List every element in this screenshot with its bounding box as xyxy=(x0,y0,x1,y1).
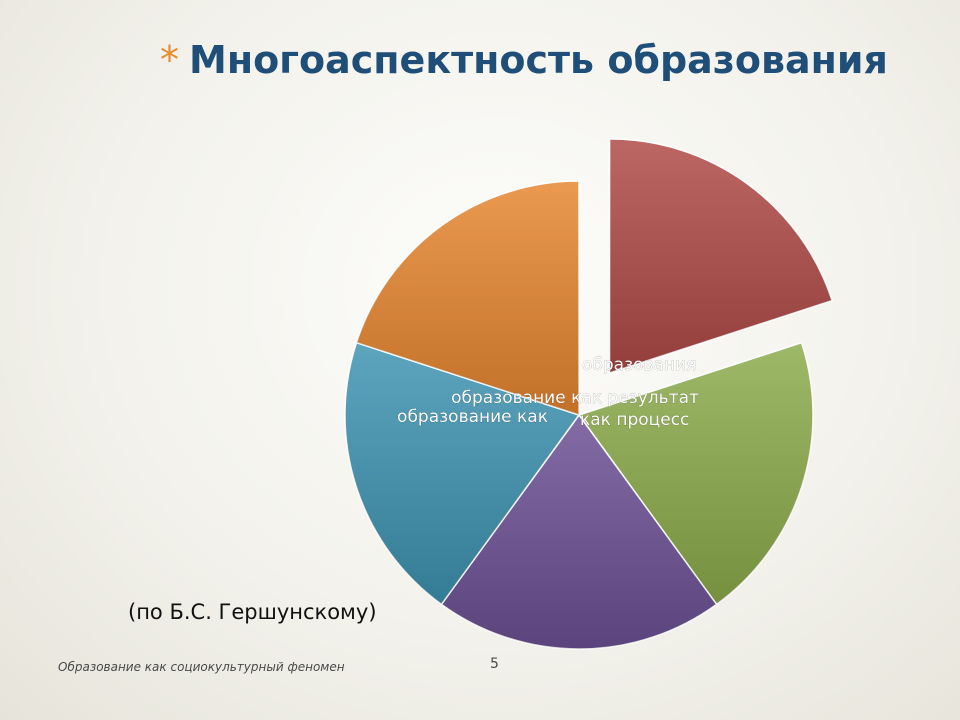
title-text: Многоаспектность образования xyxy=(189,38,888,82)
pie-slice-label-2: как процесс xyxy=(580,410,689,430)
slide-title: * Многоаспектность образования xyxy=(160,38,888,82)
pie-slice-label-4: образование как результат xyxy=(451,388,699,408)
title-bullet-icon: * xyxy=(160,38,179,82)
page-number: 5 xyxy=(490,656,499,672)
source-caption: (по Б.С. Гершунскому) xyxy=(128,600,377,624)
pie-labels: образования как процесс образование как об… xyxy=(397,355,700,431)
footer-text: Образование как социокультурный феномен xyxy=(58,660,345,674)
pie-slice-label-3: образование как xyxy=(397,407,548,427)
pie-slice-label-1: образования xyxy=(582,355,696,375)
pie-slice-1 xyxy=(608,138,834,374)
